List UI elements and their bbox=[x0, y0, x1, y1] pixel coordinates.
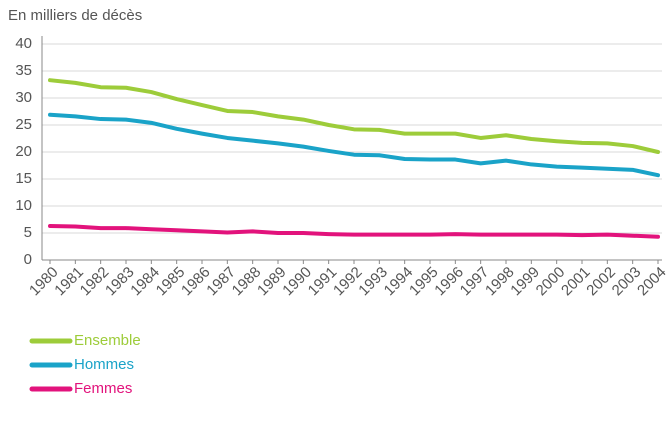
series-line bbox=[48, 112, 660, 178]
y-tick-label: 20 bbox=[15, 143, 32, 160]
y-tick-label: 25 bbox=[15, 116, 32, 133]
series-line bbox=[48, 78, 660, 154]
y-tick-label: 5 bbox=[24, 224, 32, 241]
series-line bbox=[48, 223, 660, 239]
legend-label: Femmes bbox=[74, 380, 132, 397]
y-tick-label: 35 bbox=[15, 62, 32, 79]
y-tick-label: 10 bbox=[15, 197, 32, 214]
y-tick-label: 30 bbox=[15, 89, 32, 106]
x-tick-label: 2004 bbox=[634, 264, 668, 300]
legend-label: Hommes bbox=[74, 356, 134, 373]
y-tick-label: 15 bbox=[15, 170, 32, 187]
y-axis-label: En milliers de décès bbox=[8, 7, 142, 24]
legend-label: Ensemble bbox=[74, 332, 141, 349]
y-tick-label: 0 bbox=[24, 251, 32, 268]
y-tick-label: 40 bbox=[15, 35, 32, 52]
